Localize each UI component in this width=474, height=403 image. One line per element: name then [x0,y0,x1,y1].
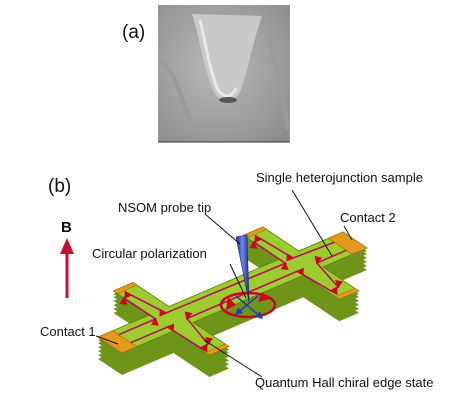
panel-label: (b) [48,176,71,197]
leader-line [203,339,263,378]
annotation: Contact 2 [340,210,396,225]
leader-line [343,225,353,241]
leader-line [291,189,333,257]
contact-1 [97,330,138,354]
annotation: Circular polarization [92,246,207,261]
panel-label: (a) [122,22,145,43]
edge-state [118,234,347,353]
field-label: B [61,219,72,236]
annotation: Quantum Hall chiral edge state [255,375,433,390]
leader-line [95,335,119,345]
annotation: Single heterojunction sample [256,170,423,185]
tip-shape [192,14,262,101]
annotation: Contact 1 [40,324,96,339]
field-vector [235,295,264,319]
field-arrowhead [60,238,74,254]
polarization-arrowhead [258,292,270,302]
tip-apex-shadow [219,97,237,103]
tip-highlight [198,19,238,98]
field-vector [234,295,259,315]
sem-image [158,5,290,143]
leader-line [204,213,241,245]
leader-line [229,263,247,299]
annotation: NSOM probe tip [118,200,211,215]
leader-lines [95,189,353,378]
polarization-arrowhead [226,297,236,310]
surface-texture [158,39,290,131]
nsom-tip [235,234,250,303]
edge-state-front [130,249,347,353]
contact-2 [327,231,368,255]
